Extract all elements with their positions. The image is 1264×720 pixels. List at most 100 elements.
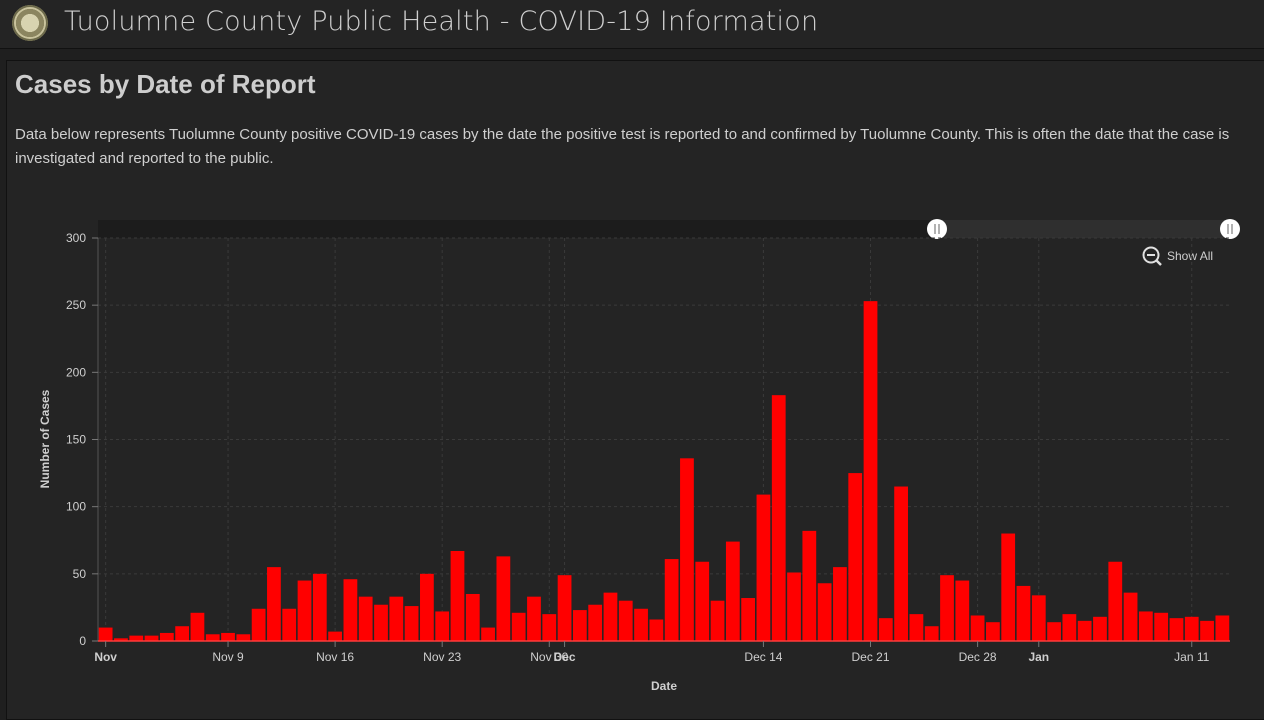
bar[interactable] xyxy=(420,573,434,641)
x-tick-label: Jan xyxy=(1028,650,1049,664)
bar[interactable] xyxy=(924,626,939,641)
bar[interactable] xyxy=(205,634,220,641)
bar[interactable] xyxy=(511,612,526,641)
bar[interactable] xyxy=(343,579,358,641)
bar[interactable] xyxy=(527,596,541,641)
bar[interactable] xyxy=(328,631,342,641)
bar[interactable] xyxy=(878,618,893,641)
bar[interactable] xyxy=(1047,622,1061,641)
bar[interactable] xyxy=(695,561,710,641)
x-tick-label: Nov xyxy=(94,650,117,664)
y-tick-label: 150 xyxy=(66,433,86,447)
zoom-out-icon xyxy=(1142,246,1162,266)
bar[interactable] xyxy=(251,608,266,641)
bar[interactable] xyxy=(802,530,817,641)
bar[interactable] xyxy=(374,604,388,641)
bar[interactable] xyxy=(1200,620,1214,641)
y-tick-label: 200 xyxy=(66,365,86,379)
y-tick-label: 50 xyxy=(73,567,87,581)
bar[interactable] xyxy=(1154,612,1169,641)
bar[interactable] xyxy=(649,619,664,641)
bar[interactable] xyxy=(1093,616,1107,641)
bar[interactable] xyxy=(190,612,205,641)
bar[interactable] xyxy=(542,614,557,641)
bar[interactable] xyxy=(1215,615,1230,641)
bar[interactable] xyxy=(955,580,970,641)
bar[interactable] xyxy=(1169,618,1184,641)
bar[interactable] xyxy=(1138,611,1153,641)
x-tick-label: Jan 11 xyxy=(1174,650,1209,664)
bar[interactable] xyxy=(817,583,832,641)
bar[interactable] xyxy=(144,635,159,641)
bar[interactable] xyxy=(297,580,312,641)
bar[interactable] xyxy=(970,615,985,641)
bar[interactable] xyxy=(404,606,419,641)
bar[interactable] xyxy=(572,610,587,641)
bar[interactable] xyxy=(1062,614,1077,641)
scrollbar-right-handle[interactable] xyxy=(1220,219,1240,239)
bar[interactable] xyxy=(159,632,174,641)
bar[interactable] xyxy=(588,604,603,641)
bar[interactable] xyxy=(833,567,847,641)
chart-scrollbar-selection[interactable] xyxy=(937,220,1230,238)
bar[interactable] xyxy=(771,395,786,641)
bar[interactable] xyxy=(1001,533,1016,641)
bar[interactable] xyxy=(312,573,327,641)
bar[interactable] xyxy=(236,634,251,641)
scrollbar-left-handle[interactable] xyxy=(927,219,947,239)
bar[interactable] xyxy=(282,608,297,641)
bar[interactable] xyxy=(129,635,144,641)
bar[interactable] xyxy=(1184,616,1199,641)
y-tick-label: 250 xyxy=(66,298,86,312)
x-tick-label: Nov 9 xyxy=(212,650,244,664)
bar[interactable] xyxy=(848,473,863,641)
bar[interactable] xyxy=(98,627,113,641)
x-axis-title: Date xyxy=(651,679,677,693)
y-tick-label: 300 xyxy=(66,231,86,245)
bar[interactable] xyxy=(756,494,771,641)
bar[interactable] xyxy=(894,486,908,641)
bar[interactable] xyxy=(618,600,633,641)
bar[interactable] xyxy=(986,622,1000,641)
bar[interactable] xyxy=(603,592,618,641)
bar[interactable] xyxy=(1031,595,1046,641)
bar[interactable] xyxy=(741,598,756,641)
bar[interactable] xyxy=(1077,620,1092,641)
bar[interactable] xyxy=(557,575,572,641)
panel-description: Data below represents Tuolumne County po… xyxy=(15,126,1230,167)
bar[interactable] xyxy=(710,600,725,641)
x-tick-label: Dec xyxy=(554,650,576,664)
y-tick-label: 100 xyxy=(66,500,86,514)
bar[interactable] xyxy=(267,567,281,641)
bar[interactable] xyxy=(114,638,128,641)
bar[interactable] xyxy=(481,627,495,641)
bar[interactable] xyxy=(450,551,465,641)
show-all-button[interactable]: Show All xyxy=(1142,246,1214,266)
bar[interactable] xyxy=(496,556,511,641)
bar[interactable] xyxy=(221,632,235,641)
bar[interactable] xyxy=(435,611,450,641)
bar[interactable] xyxy=(358,596,373,641)
bar[interactable] xyxy=(175,626,190,641)
bar[interactable] xyxy=(680,458,694,641)
bar[interactable] xyxy=(1108,561,1123,641)
bar[interactable] xyxy=(634,608,648,641)
y-tick-label: 0 xyxy=(79,634,86,648)
bar[interactable] xyxy=(465,593,480,641)
bar[interactable] xyxy=(725,541,740,641)
panel-title: Cases by Date of Report xyxy=(15,69,316,99)
bar[interactable] xyxy=(1123,592,1138,641)
bar[interactable] xyxy=(940,575,954,641)
x-tick-label: Dec 28 xyxy=(959,650,997,664)
county-seal-icon xyxy=(12,5,48,41)
bar[interactable] xyxy=(909,614,924,641)
bar[interactable] xyxy=(787,572,801,641)
x-tick-label: Dec 21 xyxy=(851,650,889,664)
chart-bars xyxy=(98,301,1230,642)
bar[interactable] xyxy=(1016,585,1031,641)
bar[interactable] xyxy=(863,301,878,641)
bar[interactable] xyxy=(389,596,404,641)
bar[interactable] xyxy=(664,559,679,641)
